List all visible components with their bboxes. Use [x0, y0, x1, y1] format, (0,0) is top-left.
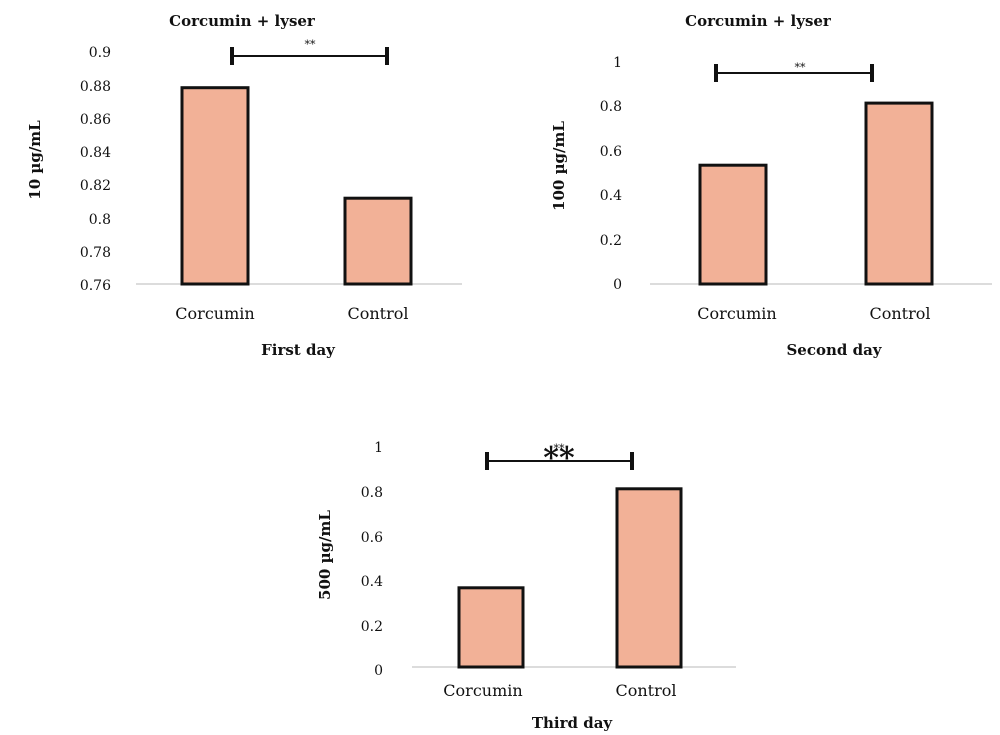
x-axis-label: First day — [261, 341, 336, 359]
y-axis-label: 10 µg/mL — [26, 120, 44, 200]
x-category-label-corcumin: Corcumin — [697, 304, 776, 323]
bar-control — [615, 487, 683, 669]
chart-title: Corcumin + lyser — [685, 12, 832, 30]
chart-panel-second-day: Corcumin + lyser 100 µg/mL 0 0.2 0.4 0.6… — [550, 12, 992, 359]
y-tick-label: 0.8 — [361, 485, 383, 501]
y-tick-label: 0.86 — [80, 112, 111, 128]
significance-label-large: ** — [543, 441, 575, 476]
x-category-label-corcumin: Corcumin — [175, 304, 254, 323]
y-axis-label: 100 µg/mL — [550, 121, 568, 211]
y-tick-label: 0.78 — [80, 245, 111, 261]
y-tick-label: 0.82 — [80, 178, 111, 194]
chart-panel-third-day: 500 µg/mL 0 0.2 0.4 0.6 0.8 1 Corcumin C… — [316, 440, 736, 732]
bar-corcumin — [180, 86, 250, 286]
y-tick-label: 0.84 — [80, 145, 111, 161]
significance-bracket: ** — [230, 38, 389, 65]
x-axis-label: Third day — [532, 714, 614, 732]
y-tick-label: 0.2 — [600, 233, 622, 249]
y-tick-label: 0.88 — [80, 79, 111, 95]
y-tick-labels: 0 0.2 0.4 0.6 0.8 1 — [600, 55, 622, 293]
bar-corcumin — [457, 586, 525, 669]
significance-bracket: ** ** — [485, 441, 634, 476]
y-tick-label: 0.8 — [600, 99, 622, 115]
y-tick-labels: 0.76 0.78 0.8 0.82 0.84 0.86 0.88 0.9 — [80, 45, 111, 294]
y-tick-label: 0 — [613, 277, 622, 293]
x-category-label-control: Control — [869, 304, 930, 323]
y-tick-labels: 0 0.2 0.4 0.6 0.8 1 — [361, 440, 383, 679]
y-tick-label: 0.2 — [361, 619, 383, 635]
x-category-label-control: Control — [615, 681, 676, 700]
y-tick-label: 0.4 — [600, 188, 622, 204]
y-tick-label: 1 — [374, 440, 383, 456]
significance-label: ** — [554, 442, 566, 455]
x-category-label-control: Control — [347, 304, 408, 323]
y-tick-label: 0.6 — [361, 530, 383, 546]
x-category-label-corcumin: Corcumin — [443, 681, 522, 700]
bar-control — [343, 196, 413, 286]
y-tick-label: 0 — [374, 663, 383, 679]
y-tick-label: 0.8 — [89, 212, 111, 228]
y-tick-label: 0.6 — [600, 144, 622, 160]
y-axis-label: 500 µg/mL — [316, 510, 334, 600]
significance-label: ** — [795, 61, 807, 74]
y-tick-label: 0.9 — [89, 45, 111, 61]
y-tick-label: 0.4 — [361, 574, 383, 590]
chart-panel-first-day: Corcumin + lyser 10 µg/mL 0.76 0.78 0.8 … — [26, 12, 462, 359]
y-tick-label: 1 — [613, 55, 622, 71]
significance-label: ** — [305, 38, 317, 51]
bar-control — [864, 101, 934, 286]
chart-title: Corcumin + lyser — [169, 12, 316, 30]
x-axis-label: Second day — [786, 341, 882, 359]
bar-corcumin — [698, 163, 768, 286]
y-tick-label: 0.76 — [80, 278, 111, 294]
significance-bracket: ** — [714, 61, 874, 82]
